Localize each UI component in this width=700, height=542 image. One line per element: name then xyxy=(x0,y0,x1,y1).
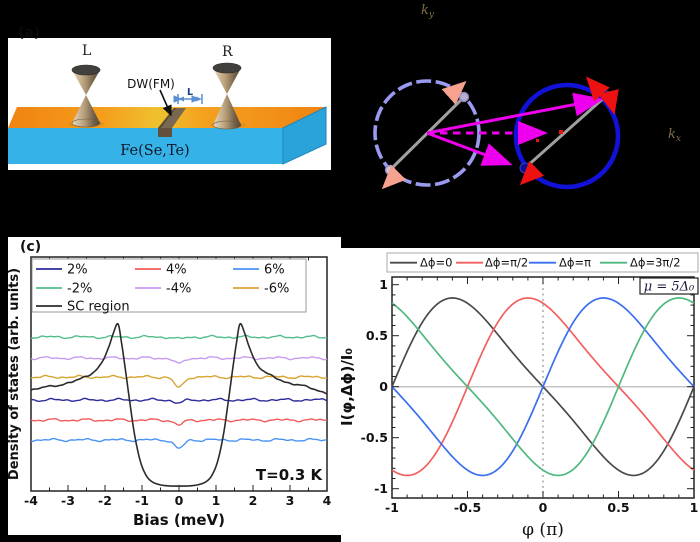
x-tick-label: 0 xyxy=(539,500,548,515)
left-spin-arrow-bottom xyxy=(381,164,407,190)
trace--6% xyxy=(30,374,328,388)
cpr-plot-svg: -1 -0.5 0 0.5 1 1 0.5 0 -0.5 -1 Δϕ=0 Δϕ=π/2 Δϕ=π Δϕ=3… xyxy=(341,252,699,540)
ky-sub: y xyxy=(428,10,435,20)
x-tick-label: -1 xyxy=(385,500,399,515)
ky-base: k xyxy=(421,3,429,18)
right-tip-label: R xyxy=(222,44,233,60)
trace-4% xyxy=(30,418,328,426)
domain-wall-strip-top xyxy=(158,108,186,128)
legend-label-6%: 6% xyxy=(264,263,285,278)
kx-axis-label: kx xyxy=(668,127,681,144)
kx-base: k xyxy=(668,127,676,142)
gap-length-label: L xyxy=(187,87,193,98)
red-marker-lower xyxy=(536,139,539,142)
left-circle-node-top xyxy=(458,91,470,103)
left-tip-top-disc xyxy=(71,64,101,76)
dw-label: DW(FM) xyxy=(127,77,175,91)
right-spin-arrow-bottom xyxy=(519,160,545,186)
x-tick-label: -0.5 xyxy=(454,500,481,515)
dos-plot-svg: -4 -3 -2 -1 0 1 2 3 4 2% 4% 6% -2% -4% -6% SC region (c)… xyxy=(8,239,332,529)
x-tick-label: -3 xyxy=(61,493,75,508)
curve-Δϕ=π/2 xyxy=(391,297,695,477)
panel-c-corner-label: (c) xyxy=(20,239,41,255)
kx-sub: x xyxy=(676,134,681,144)
legend-label-Δϕ=π: Δϕ=π xyxy=(559,256,591,270)
x-axis-title: φ (π) xyxy=(522,520,564,540)
legend-label--6%: -6% xyxy=(264,282,289,297)
legend-label-Δϕ=0: Δϕ=0 xyxy=(420,256,452,270)
mu-annotation-box xyxy=(639,277,699,295)
panel-a-schematic: L R DW(FM) L Fe(Se,Te) xyxy=(8,38,331,170)
scattering-arrow-upper xyxy=(426,92,604,135)
curve-Δϕ=π xyxy=(391,297,695,477)
left-circle-node-bottom xyxy=(384,164,396,176)
legend-label-SC region: SC region xyxy=(67,300,130,315)
y-tick-label: -0.5 xyxy=(361,430,388,445)
mu-annotation: μ = 5Δ₀ xyxy=(644,280,695,295)
legend-label-Δϕ=3π/2: Δϕ=3π/2 xyxy=(630,256,681,270)
right-tip-top-disc xyxy=(212,62,242,74)
right-spin-stub-top xyxy=(598,88,619,115)
slab-side-face xyxy=(282,106,327,165)
substrate-label: Fe(Se,Te) xyxy=(120,143,189,159)
panel-a-label: (a) xyxy=(18,25,41,41)
x-tick-label: -2 xyxy=(98,493,112,508)
y-axis-title: I(φ,Δϕ)/I₀ xyxy=(341,348,356,426)
trace-2% xyxy=(30,397,328,404)
left-spin-arrow-top xyxy=(441,81,467,105)
legend-label-2%: 2% xyxy=(67,263,88,278)
device-schematic-svg: L R DW(FM) L Fe(Se,Te) xyxy=(8,43,327,165)
right-circle-node-top xyxy=(600,90,612,102)
x-axis-title: Bias (meV) xyxy=(133,511,225,529)
x-tick-label: 1 xyxy=(212,493,221,508)
left-stm-tip xyxy=(71,64,101,128)
x-tick-label: 1 xyxy=(690,500,699,515)
gap-arrow-right-head xyxy=(196,96,202,102)
x-tick-label: -1 xyxy=(135,493,149,508)
slab-front-face xyxy=(8,128,283,164)
gap-arrow-left-head xyxy=(178,96,184,102)
right-stm-tip xyxy=(212,62,242,130)
y-axis-title: Density of states (arb. units) xyxy=(8,268,22,480)
panel-d-cpr-plot: -1 -0.5 0 0.5 1 1 0.5 0 -0.5 -1 Δϕ=0 Δϕ=π/2 Δϕ=π Δϕ=3… xyxy=(341,248,700,542)
right-circle-node-bottom xyxy=(519,162,531,174)
legend-label--4%: -4% xyxy=(166,282,191,297)
x-tick-label: 2 xyxy=(249,493,258,508)
legend-box xyxy=(31,258,307,313)
panel-c-dos-plot: -4 -3 -2 -1 0 1 2 3 4 2% 4% 6% -2% -4% -6% SC region (c)… xyxy=(8,237,341,535)
y-tick-label: 0.5 xyxy=(366,328,388,343)
legend-label--2%: -2% xyxy=(67,282,92,297)
dw-pointer-arrow xyxy=(159,89,172,117)
right-fermi-circle xyxy=(513,82,621,190)
x-tick-label: 0.5 xyxy=(607,500,629,515)
y-tick-label: 0 xyxy=(379,379,388,394)
trace-6% xyxy=(30,437,328,449)
right-spin-arrow-top xyxy=(586,76,610,102)
x-tick-label: -4 xyxy=(24,493,38,508)
temperature-annotation: T=0.3 K xyxy=(256,466,324,484)
y-tick-label: 1 xyxy=(379,277,388,292)
legend-label-4%: 4% xyxy=(166,263,187,278)
legend-label-Δϕ=π/2: Δϕ=π/2 xyxy=(485,256,528,270)
domain-wall-notch-front xyxy=(158,128,172,137)
left-tip-label: L xyxy=(82,43,91,59)
y-tick-label: -1 xyxy=(374,481,388,496)
curve-Δϕ=3π/2 xyxy=(391,297,695,477)
x-tick-label: 0 xyxy=(175,493,184,508)
trace--2% xyxy=(30,334,328,340)
x-tick-label: 3 xyxy=(286,493,295,508)
x-tick-label: 4 xyxy=(323,493,332,508)
scattering-arrow-lower xyxy=(426,131,513,166)
red-marker-center xyxy=(559,130,563,134)
trace--4% xyxy=(30,356,328,364)
ky-axis-label: ky xyxy=(421,3,435,20)
trace-sc-region xyxy=(30,322,328,487)
panel-b-momentum-diagram: ky kx xyxy=(373,3,681,190)
